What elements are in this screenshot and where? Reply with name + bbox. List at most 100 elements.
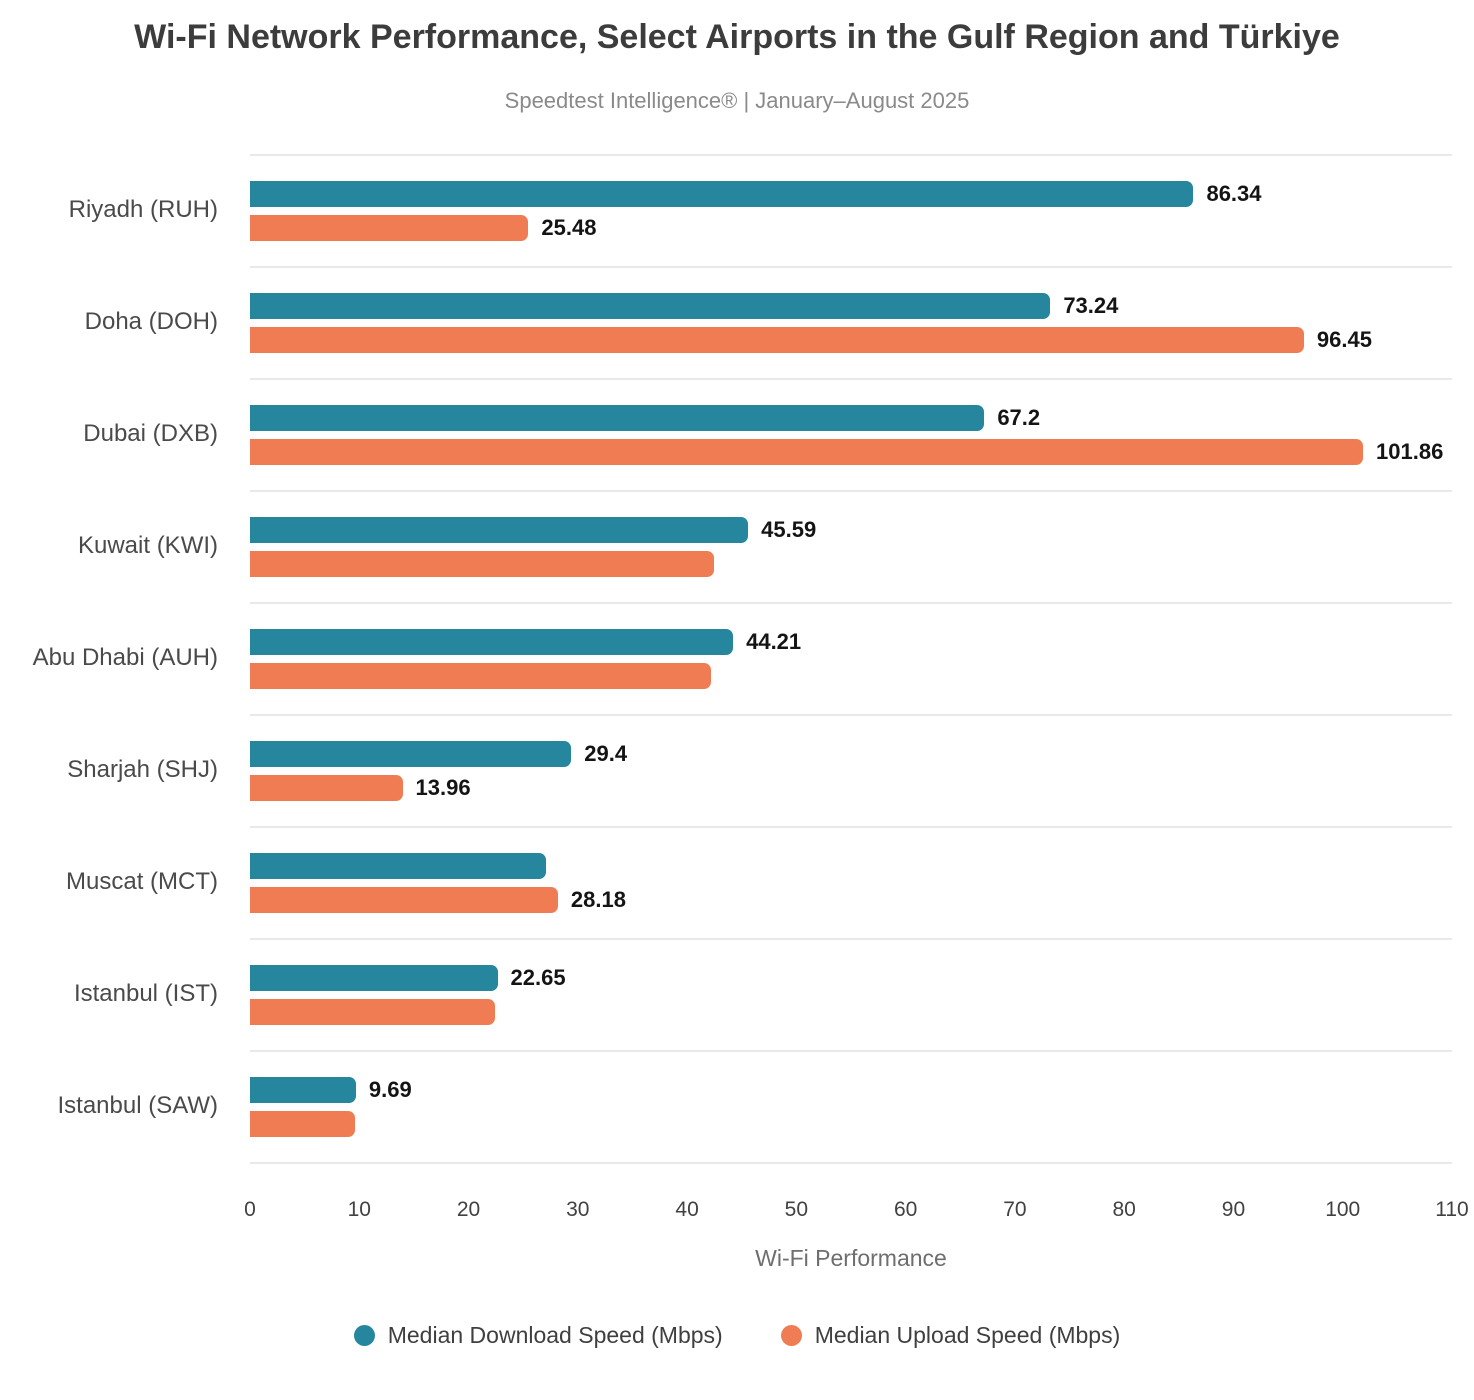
x-axis-tick: 50 [784, 1198, 809, 1221]
value-label: 9.69 [368, 1077, 412, 1102]
x-axis-tick: 100 [1325, 1198, 1361, 1221]
x-axis-tick: 70 [1003, 1198, 1027, 1221]
category-row: Riyadh (RUH) 86.34 25.48 [0, 154, 1452, 266]
x-axis-tick: 110 [1435, 1198, 1469, 1221]
download-bar [250, 629, 734, 655]
download-bar [250, 853, 547, 879]
bar-line: 73.24 [250, 293, 1452, 319]
download-bar [250, 965, 498, 991]
value-label: 44.21 [746, 629, 802, 654]
category-label: Istanbul (IST) [73, 980, 218, 1007]
row-plot-area: 44.21 [250, 602, 1452, 714]
upload-legend-dot-icon [780, 1325, 802, 1346]
bar-line: 45.59 [250, 517, 1452, 543]
category-label: Istanbul (SAW) [57, 1092, 219, 1119]
category-row: Abu Dhabi (AUH) 44.21 [0, 602, 1452, 714]
row-plot-area: 29.4 13.96 [250, 714, 1452, 826]
x-axis-tick: 40 [675, 1198, 699, 1221]
category-label: Muscat (MCT) [66, 868, 218, 895]
row-plot-area: 45.59 [250, 490, 1452, 602]
category-row: Doha (DOH) 73.24 96.45 [0, 266, 1452, 378]
chart-subtitle: Speedtest Intelligence® | January–August… [504, 88, 970, 113]
category-row: Istanbul (SAW) 9.69 [0, 1050, 1452, 1162]
row-plot-area: 9.69 [250, 1050, 1452, 1162]
category-label: Sharjah (SHJ) [67, 756, 218, 783]
row-plot-area: 67.2 101.86 [250, 378, 1452, 490]
upload-bar [250, 1111, 355, 1137]
row-plot-area: 73.24 96.45 [250, 266, 1452, 378]
x-axis: 0 10 20 30 40 50 60 70 80 90 100 110 [244, 1162, 1469, 1221]
legend-label-download: Median Download Speed (Mbps) [387, 1322, 723, 1348]
category-label: Abu Dhabi (AUH) [32, 644, 218, 671]
value-label: 28.18 [570, 887, 626, 912]
upload-bar [250, 215, 529, 241]
upload-bar [250, 663, 712, 689]
category-label: Doha (DOH) [84, 308, 218, 335]
category-label: Riyadh (RUH) [68, 196, 218, 223]
x-axis-tick: 60 [893, 1198, 918, 1221]
x-axis-title: Wi-Fi Performance [755, 1245, 947, 1271]
download-bar [250, 1077, 356, 1103]
row-plot-area: 22.65 [250, 938, 1452, 1050]
value-label: 86.34 [1206, 181, 1262, 206]
bar-line: 67.2 [250, 405, 1452, 431]
x-axis-tick: 10 [347, 1198, 371, 1221]
value-label: 25.48 [541, 215, 597, 240]
x-axis-tick: 0 [244, 1198, 256, 1221]
category-label: Dubai (DXB) [83, 420, 218, 447]
bar-line: 29.4 [250, 741, 1452, 767]
bar-line [250, 999, 1452, 1025]
download-bar [250, 181, 1194, 207]
value-label: 101.86 [1376, 439, 1444, 464]
category-row: Dubai (DXB) 67.2 101.86 [0, 378, 1452, 490]
upload-bar [250, 775, 403, 801]
value-label: 73.24 [1063, 293, 1119, 318]
bar-line: 9.69 [250, 1077, 1452, 1103]
bar-line: 101.86 [250, 439, 1452, 465]
bar-rows: Riyadh (RUH) 86.34 25.48 Doha (DOH) 73.24 96.… [0, 154, 1452, 1162]
row-plot-area: 86.34 25.48 [250, 154, 1452, 266]
upload-bar [250, 887, 558, 913]
download-bar [250, 517, 749, 543]
download-legend-dot-icon [353, 1325, 375, 1346]
download-bar [250, 405, 985, 431]
x-axis-tick: 30 [566, 1198, 590, 1221]
upload-bar [250, 327, 1304, 353]
category-row: Kuwait (KWI) 45.59 [0, 490, 1452, 602]
category-label: Kuwait (KWI) [77, 532, 218, 559]
value-label: 67.2 [997, 405, 1041, 430]
x-axis-tick: 80 [1112, 1198, 1136, 1221]
bar-line: 86.34 [250, 181, 1452, 207]
legend-label-upload: Median Upload Speed (Mbps) [814, 1322, 1121, 1348]
legend: Median Download Speed (Mbps) Median Uplo… [0, 1322, 1474, 1349]
chart-title: Wi-Fi Network Performance, Select Airpor… [134, 18, 1340, 56]
bar-line: 28.18 [250, 887, 1452, 913]
bar-line [250, 663, 1452, 689]
bar-line: 22.65 [250, 965, 1452, 991]
bar-line: 13.96 [250, 775, 1452, 801]
x-axis-tick: 20 [456, 1198, 481, 1221]
legend-item-download: Median Download Speed (Mbps) [353, 1322, 723, 1349]
value-label: 13.96 [415, 775, 471, 800]
bar-line [250, 1111, 1452, 1137]
bar-line [250, 853, 1452, 879]
upload-bar [250, 551, 715, 577]
download-bar [250, 741, 572, 767]
category-row: Muscat (MCT) 28.18 [0, 826, 1452, 938]
bar-line: 96.45 [250, 327, 1452, 353]
download-bar [250, 293, 1051, 319]
category-row: Istanbul (IST) 22.65 [0, 938, 1452, 1050]
upload-bar [250, 999, 495, 1025]
category-row: Sharjah (SHJ) 29.4 13.96 [0, 714, 1452, 826]
upload-bar [250, 439, 1364, 465]
row-plot-area: 28.18 [250, 826, 1452, 938]
value-label: 45.59 [761, 517, 817, 542]
value-label: 29.4 [584, 741, 628, 766]
bar-line: 44.21 [250, 629, 1452, 655]
value-label: 96.45 [1316, 327, 1372, 352]
value-label: 22.65 [510, 965, 566, 990]
bar-line: 25.48 [250, 215, 1452, 241]
legend-item-upload: Median Upload Speed (Mbps) [780, 1322, 1121, 1349]
bar-line [250, 551, 1452, 577]
